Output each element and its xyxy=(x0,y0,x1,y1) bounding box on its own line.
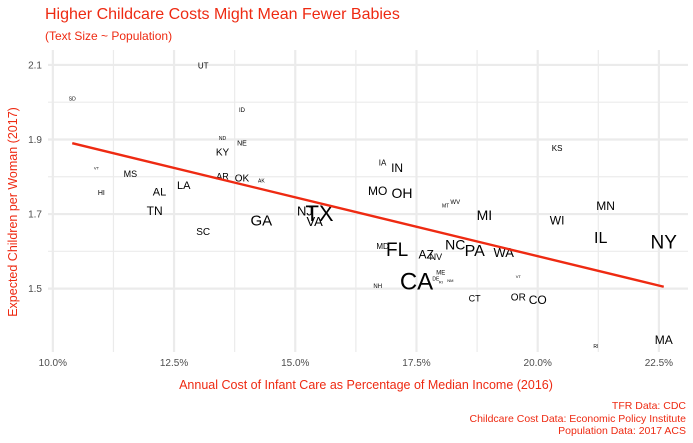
x-tick-label: 15.0% xyxy=(281,358,309,369)
state-label-ia: IA xyxy=(379,158,387,167)
state-label-or: OR xyxy=(511,292,526,303)
state-label-nj: NJ xyxy=(297,203,313,218)
state-label-ri: RI xyxy=(439,279,443,284)
state-label-tn: TN xyxy=(147,204,163,218)
state-label-sd: SD xyxy=(69,97,76,103)
state-label-al: AL xyxy=(153,186,166,198)
grid-layer xyxy=(48,50,688,352)
x-tick-label: 12.5% xyxy=(160,358,188,369)
y-tick-label: 2.1 xyxy=(28,60,42,71)
state-label-nv: NV xyxy=(430,252,443,262)
state-label-il: IL xyxy=(594,230,607,247)
state-label-ny: NY xyxy=(651,232,678,253)
trend-layer xyxy=(71,142,665,288)
state-label-ri: RI xyxy=(593,344,598,350)
y-tick-label: 1.7 xyxy=(28,210,42,221)
state-label-de: DE xyxy=(432,277,440,283)
state-label-fl: FL xyxy=(386,240,408,261)
state-label-co: CO xyxy=(529,293,547,307)
state-label-vt: VT xyxy=(94,166,100,171)
state-label-vt: VT xyxy=(516,274,522,279)
state-label-id: ID xyxy=(239,108,246,114)
x-tick-label: 10.0% xyxy=(39,358,67,369)
state-label-ar: AR xyxy=(216,171,229,181)
source-caption: TFR Data: CDC Childcare Cost Data: Econo… xyxy=(469,400,686,438)
state-label-ut: UT xyxy=(198,62,209,71)
state-label-wv: WV xyxy=(450,200,460,206)
state-label-ca: CA xyxy=(400,268,433,295)
state-label-ct: CT xyxy=(469,294,481,304)
y-tick-label: 1.5 xyxy=(28,284,42,295)
state-label-me: ME xyxy=(436,270,445,276)
caption-line-childcare: Childcare Cost Data: Economic Policy Ins… xyxy=(469,412,686,425)
state-label-sc: SC xyxy=(196,227,210,238)
state-label-ak: AK xyxy=(258,178,265,184)
x-tick-label: 17.5% xyxy=(402,358,430,369)
state-label-mn: MN xyxy=(596,199,615,213)
x-tick-label: 20.0% xyxy=(524,358,552,369)
state-label-az: AZ xyxy=(419,247,434,261)
state-label-mo: MO xyxy=(368,184,387,198)
state-label-md: MD xyxy=(376,242,389,251)
state-label-va: VA xyxy=(306,214,323,229)
y-tick-label: 1.9 xyxy=(28,135,42,146)
x-axis-title: Annual Cost of Infant Care as Percentage… xyxy=(179,378,553,392)
trend-line xyxy=(71,142,665,288)
caption-line-population: Population Data: 2017 ACS xyxy=(558,425,686,437)
state-label-in: IN xyxy=(391,161,403,175)
state-label-ne: NE xyxy=(237,140,247,147)
state-label-mt: MT xyxy=(442,204,449,210)
state-label-nh: NH xyxy=(373,284,382,290)
state-label-ks: KS xyxy=(552,144,563,153)
state-label-mi: MI xyxy=(477,207,493,223)
state-label-nc: NC xyxy=(445,237,465,253)
state-label-wi: WI xyxy=(550,214,565,228)
state-label-ky: KY xyxy=(216,147,230,158)
state-label-nd: ND xyxy=(219,136,227,142)
state-label-nm: NM xyxy=(447,278,453,283)
caption-line-tfr: TFR Data: CDC xyxy=(611,400,686,412)
x-tick-label: 22.5% xyxy=(645,358,673,369)
state-label-ms: MS xyxy=(124,169,138,179)
state-label-ga: GA xyxy=(250,212,272,229)
state-label-ok: OK xyxy=(235,173,250,184)
state-label-la: LA xyxy=(177,180,191,192)
chart-subtitle: (Text Size ~ Population) xyxy=(45,29,173,43)
y-axis-title: Expected Children per Woman (2017) xyxy=(6,107,20,317)
state-label-ma: MA xyxy=(655,333,673,347)
points-layer: UT SD ID ND NE KY KS VT MS AR OK AK IA IN HI AL LA MO OH WV… xyxy=(69,62,678,351)
state-label-pa: PA xyxy=(465,243,485,260)
ticks-layer: 10.0% 12.5% 15.0% 17.5% 20.0% 22.5% 1.5 1.7 1.9 2… xyxy=(28,60,673,369)
state-label-hi: HI xyxy=(98,190,105,197)
chart-title: Higher Childcare Costs Might Mean Fewer … xyxy=(45,6,400,23)
state-label-oh: OH xyxy=(391,185,412,201)
